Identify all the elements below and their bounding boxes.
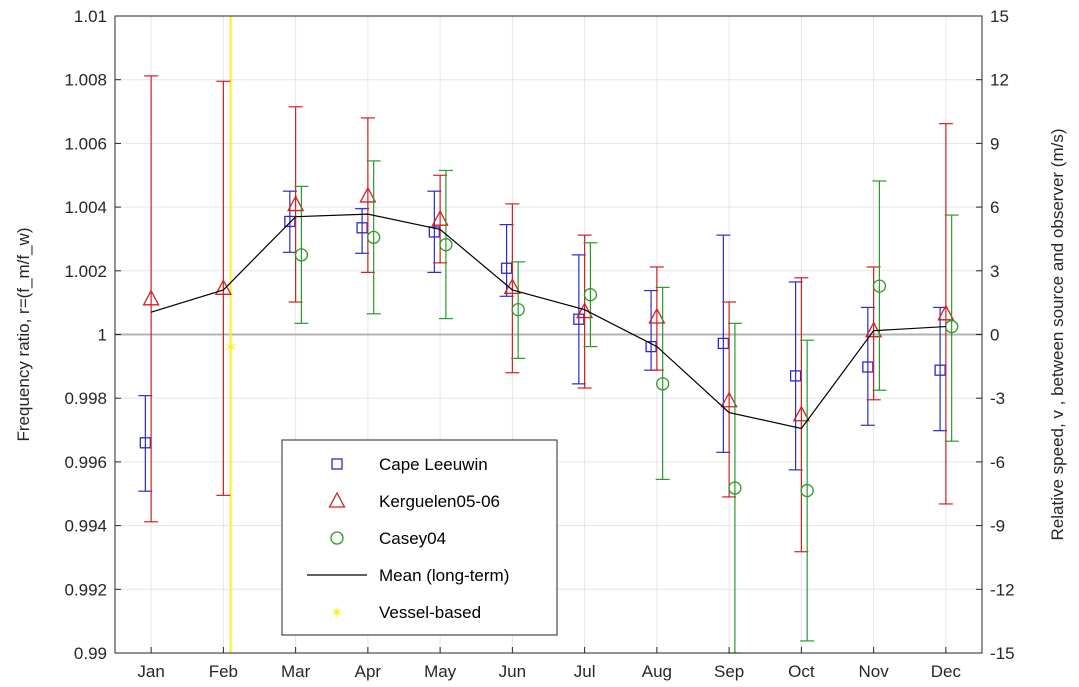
data-point [356, 222, 368, 234]
tick-label-right: 9 [990, 134, 999, 153]
data-point [934, 364, 946, 376]
data-point [937, 304, 955, 321]
tick-label-x: Mar [281, 662, 311, 681]
tick-label-right: 0 [990, 326, 999, 345]
legend-label-vessel-based: Vessel-based [379, 603, 481, 622]
tick-label-right: -3 [990, 389, 1005, 408]
legend-label-cape-leeuwin: Cape Leeuwin [379, 455, 488, 474]
tick-label-right: -15 [990, 644, 1015, 663]
data-point [214, 278, 232, 295]
data-point [648, 307, 666, 324]
data-point [294, 248, 309, 262]
legend-box [281, 439, 558, 636]
mean-line [150, 213, 946, 430]
tick-label-x: Sep [714, 662, 744, 681]
y-axis-label-right: Relative speed, v , between source and o… [1048, 129, 1067, 541]
tick-label-right: 15 [990, 7, 1009, 26]
vessel-star-icon: ✶ [224, 340, 237, 357]
data-point [583, 288, 598, 302]
tick-label-left: 0.992 [64, 580, 107, 599]
data-point [359, 186, 377, 203]
tick-label-x: Nov [859, 662, 890, 681]
legend-marker [328, 491, 346, 508]
tick-label-left: 1.008 [64, 71, 107, 90]
tick-label-left: 1.006 [64, 134, 107, 153]
legend-marker [331, 458, 343, 470]
data-point [576, 302, 594, 319]
data-point [511, 303, 525, 317]
y-axis-label-left: Frequency ratio, r=(f_m/f_w) [14, 228, 33, 442]
tick-label-left: 0.99 [74, 644, 107, 663]
tick-label-left: 0.994 [64, 517, 107, 536]
legend-label-casey04: Casey04 [379, 529, 446, 548]
data-layer: ✶ [138, 75, 959, 654]
legend-star-icon: ✶ [330, 605, 343, 622]
tick-label-right: 6 [990, 198, 999, 217]
data-point [717, 337, 729, 350]
legend-label-mean-long-term-: Mean (long-term) [379, 566, 509, 585]
data-point [284, 215, 296, 228]
tick-label-x: Aug [642, 662, 672, 681]
tick-label-right: -12 [990, 580, 1015, 599]
tick-label-left: 1.004 [64, 198, 107, 217]
tick-label-left: 0.996 [64, 453, 107, 472]
tick-label-left: 1 [98, 326, 107, 345]
tick-label-left: 1.01 [74, 7, 107, 26]
legend-label-kerguelen05-06: Kerguelen05-06 [379, 492, 500, 511]
data-point [139, 437, 151, 449]
tick-label-left: 0.998 [64, 389, 107, 408]
data-point [728, 481, 742, 495]
tick-label-x: Dec [931, 662, 962, 681]
data-point [142, 289, 160, 306]
data-point [872, 279, 887, 293]
tick-label-right: 12 [990, 71, 1009, 90]
data-point [439, 238, 453, 252]
data-point [800, 483, 814, 498]
series-cape-leeuwin [138, 190, 948, 492]
data-point [862, 361, 874, 373]
tick-label-x: Oct [788, 662, 815, 681]
tick-label-x: Jan [137, 662, 164, 681]
data-point [656, 377, 670, 391]
tick-label-x: Jun [499, 662, 526, 681]
tick-label-x: Feb [209, 662, 238, 681]
data-point [789, 370, 802, 382]
tick-label-right: -9 [990, 517, 1005, 536]
data-point [792, 405, 810, 422]
data-point [500, 262, 513, 274]
data-point [428, 226, 440, 238]
legend: Cape Leeuwin Kerguelen05-06 Casey04 Mean (l… [281, 439, 558, 636]
tick-label-x: May [424, 662, 457, 681]
x-axis: Jan Feb Mar Apr May Jun Jul Aug Sep Oct Nov Dec [137, 647, 961, 681]
data-point [287, 195, 305, 212]
series-casey04 [294, 160, 959, 654]
data-point [431, 209, 449, 226]
legend-marker [330, 531, 344, 545]
tick-label-left: 1.002 [64, 262, 107, 281]
tick-label-x: Jul [574, 662, 596, 681]
data-point [367, 230, 381, 245]
tick-label-right: 3 [990, 262, 999, 281]
data-point [720, 391, 738, 408]
right-axis: -15 -12 -9 -6 -3 0 3 6 9 12 15 [976, 7, 1015, 663]
tick-label-x: Apr [355, 662, 382, 681]
tick-label-right: -6 [990, 453, 1005, 472]
series-kerguelen05-06 [142, 75, 955, 553]
left-axis: 0.99 0.992 0.994 0.996 0.998 1 1.002 1.004 1.006… [64, 7, 121, 663]
data-point [865, 321, 883, 338]
